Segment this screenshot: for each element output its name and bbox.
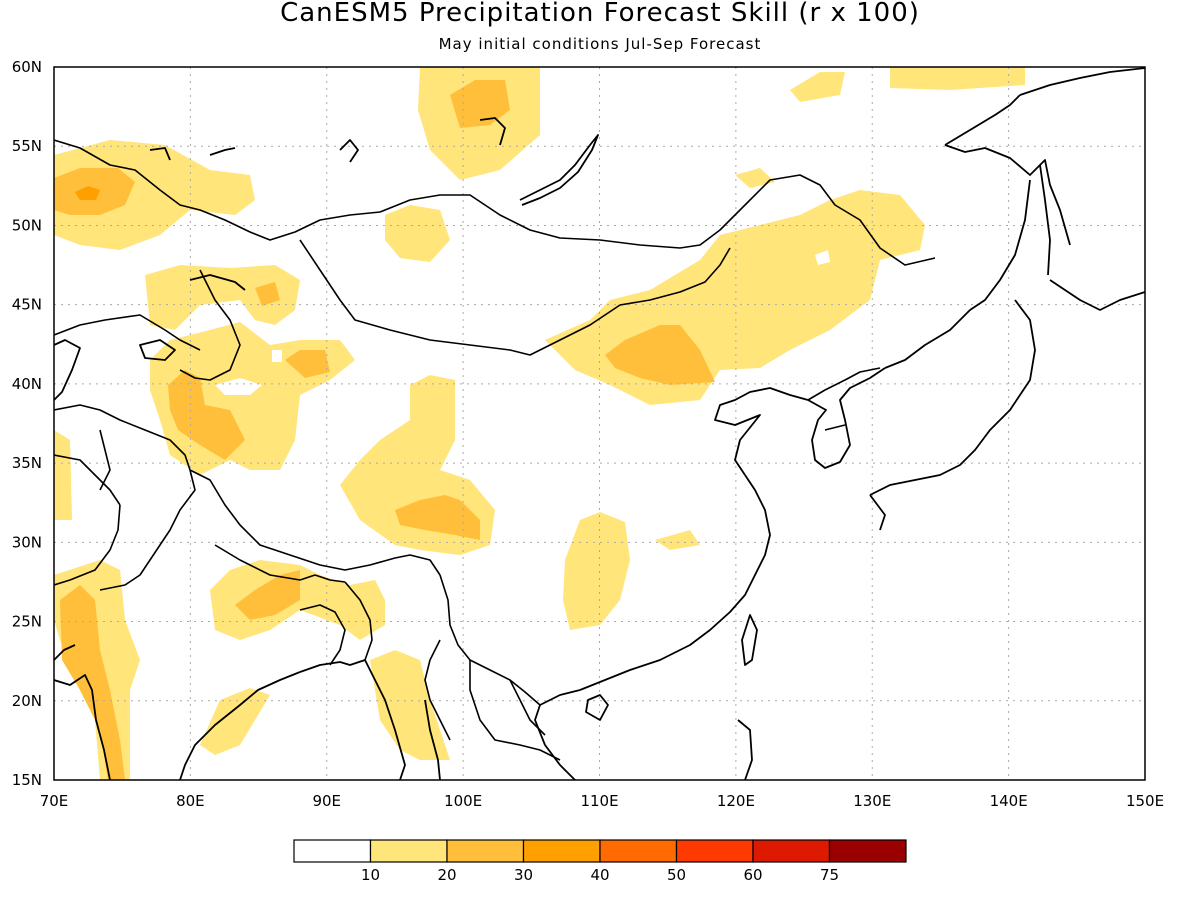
lat-tick-label: 25N bbox=[12, 613, 42, 631]
lon-tick-label: 150E bbox=[1126, 792, 1164, 810]
lon-tick-label: 70E bbox=[40, 792, 69, 810]
chart-subtitle: May initial conditions Jul-Sep Forecast bbox=[438, 35, 762, 53]
colorbar-label: 60 bbox=[743, 866, 762, 884]
skill-region-north-china-mongolia bbox=[545, 190, 925, 405]
lat-tick-label: 20N bbox=[12, 692, 42, 710]
lat-tick-label: 60N bbox=[12, 58, 42, 76]
map-frame bbox=[53, 66, 1146, 781]
colorbar-swatch bbox=[293, 839, 372, 863]
chart-title: CanESM5 Precipitation Forecast Skill (r … bbox=[280, 0, 920, 28]
skill-region-india-west bbox=[54, 430, 140, 780]
coastlines bbox=[54, 67, 1145, 780]
colorbar-label: 75 bbox=[820, 866, 839, 884]
skill-region-india-west-core bbox=[60, 585, 125, 780]
lat-tick-label: 50N bbox=[12, 216, 42, 234]
skill-region-north-siberia-core bbox=[450, 80, 510, 128]
colorbar-label: 30 bbox=[514, 866, 533, 884]
colorbar-label: 20 bbox=[437, 866, 456, 884]
skill-region-himalaya-south-core bbox=[235, 570, 300, 620]
colorbar-swatch bbox=[752, 839, 831, 863]
skill-region-northeast-china bbox=[735, 168, 775, 188]
lat-tick-label: 45N bbox=[12, 296, 42, 314]
skill-region-india-east bbox=[200, 688, 270, 755]
colorbar-swatch bbox=[369, 839, 448, 863]
lat-tick-label: 40N bbox=[12, 375, 42, 393]
lon-tick-label: 140E bbox=[990, 792, 1028, 810]
skill-region-myanmar bbox=[370, 650, 450, 760]
lon-tick-label: 130E bbox=[853, 792, 891, 810]
lon-tick-label: 100E bbox=[444, 792, 482, 810]
skill-region-kazakhstan-north bbox=[54, 140, 255, 250]
lat-tick-label: 35N bbox=[12, 454, 42, 472]
lon-tick-label: 110E bbox=[580, 792, 618, 810]
skill-region-mongolia-west bbox=[385, 205, 450, 262]
lon-tick-label: 80E bbox=[176, 792, 205, 810]
skill-region-north-china-core bbox=[605, 325, 715, 385]
skill-region-kazakhstan-north-peak bbox=[75, 186, 100, 200]
colorbar-swatch bbox=[828, 839, 907, 863]
skill-region-xinjiang-core bbox=[255, 282, 330, 378]
lat-tick-label: 55N bbox=[12, 137, 42, 155]
country-borders bbox=[54, 139, 936, 761]
skill-shading bbox=[54, 67, 1025, 780]
skill-region-northeast-corner bbox=[790, 67, 1025, 102]
skill-region-south-china bbox=[563, 512, 700, 630]
lon-tick-label: 90E bbox=[312, 792, 341, 810]
latitude-ticks: 15N 20N 25N 30N 35N 40N 45N 50N 55N 60N bbox=[12, 58, 42, 789]
lat-tick-label: 30N bbox=[12, 533, 42, 551]
skill-region-xinjiang bbox=[145, 265, 300, 330]
colorbar: 10 20 30 40 50 60 75 bbox=[293, 839, 907, 884]
colorbar-swatch bbox=[599, 839, 678, 863]
skill-region-tibet-core bbox=[395, 495, 480, 540]
colorbar-label: 40 bbox=[590, 866, 609, 884]
colorbar-swatch bbox=[446, 839, 525, 863]
longitude-ticks: 70E 80E 90E 100E 110E 120E 130E 140E 150E bbox=[40, 792, 1164, 810]
lon-tick-label: 120E bbox=[717, 792, 755, 810]
skill-region-central-asia-core bbox=[168, 370, 245, 460]
lat-tick-label: 15N bbox=[12, 771, 42, 789]
colorbar-swatch bbox=[522, 839, 601, 863]
colorbar-label: 50 bbox=[667, 866, 686, 884]
colorbar-swatch bbox=[675, 839, 754, 863]
colorbar-label: 10 bbox=[361, 866, 380, 884]
